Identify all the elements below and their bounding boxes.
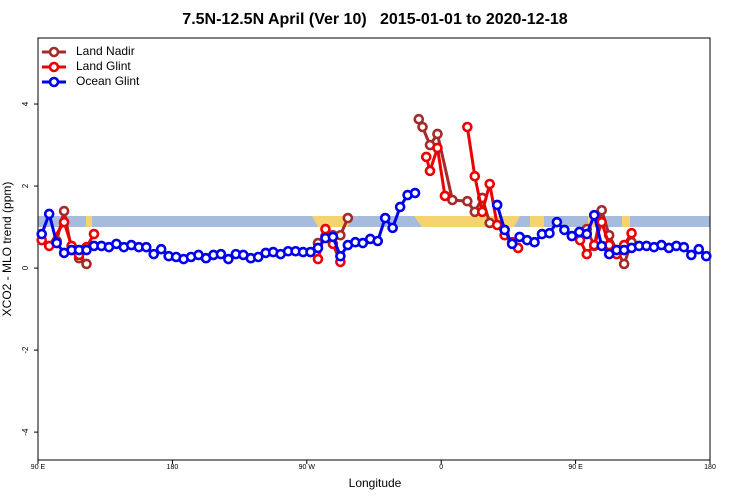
point bbox=[469, 170, 481, 182]
point bbox=[581, 248, 593, 260]
point bbox=[43, 208, 55, 220]
legend-label: Ocean Glint bbox=[76, 74, 140, 88]
y-tick-label: 4 bbox=[21, 101, 30, 106]
point bbox=[155, 243, 167, 255]
point bbox=[342, 212, 354, 224]
point bbox=[491, 219, 503, 231]
point bbox=[51, 237, 62, 249]
point bbox=[447, 194, 458, 206]
point bbox=[372, 235, 384, 247]
x-axis-label: Longitude bbox=[349, 476, 402, 490]
point bbox=[700, 250, 712, 262]
point bbox=[678, 241, 690, 253]
point bbox=[413, 113, 425, 125]
land-segment bbox=[622, 216, 630, 227]
point bbox=[559, 224, 570, 236]
point bbox=[432, 128, 443, 140]
point bbox=[81, 258, 92, 270]
point bbox=[387, 222, 398, 234]
point bbox=[626, 227, 637, 239]
x-tick-label: 180 bbox=[167, 464, 179, 471]
point bbox=[499, 224, 510, 236]
point bbox=[544, 227, 555, 239]
legend-marker bbox=[48, 76, 60, 88]
point bbox=[529, 236, 540, 248]
point bbox=[693, 243, 705, 255]
point bbox=[603, 248, 615, 260]
point bbox=[81, 244, 92, 256]
legend-marker bbox=[48, 61, 60, 73]
point bbox=[335, 250, 346, 262]
point bbox=[432, 142, 443, 154]
y-tick-label: 0 bbox=[21, 265, 30, 270]
point bbox=[140, 241, 152, 253]
point bbox=[596, 240, 608, 252]
land-segment bbox=[312, 216, 352, 227]
point bbox=[596, 216, 608, 228]
point bbox=[581, 228, 593, 240]
point bbox=[439, 190, 451, 202]
point bbox=[88, 228, 100, 240]
point bbox=[357, 237, 369, 249]
point bbox=[320, 223, 331, 235]
point bbox=[58, 205, 70, 217]
point bbox=[618, 258, 630, 270]
legend-marker bbox=[48, 46, 60, 58]
point bbox=[409, 187, 421, 199]
point bbox=[462, 121, 473, 133]
point bbox=[394, 201, 406, 213]
point bbox=[215, 248, 227, 260]
point bbox=[462, 195, 473, 207]
legend-label: Land Nadir bbox=[76, 44, 135, 58]
plot-frame bbox=[37, 37, 711, 461]
point bbox=[312, 242, 324, 254]
point bbox=[476, 206, 488, 218]
point bbox=[312, 253, 324, 265]
land-segment bbox=[86, 216, 92, 227]
point bbox=[223, 253, 234, 265]
point bbox=[305, 246, 316, 258]
x-tick-label: 180 bbox=[704, 464, 716, 471]
point bbox=[379, 212, 391, 224]
y-tick-label: -4 bbox=[21, 428, 30, 436]
point bbox=[596, 204, 608, 216]
y-tick-label: 2 bbox=[21, 183, 30, 188]
point bbox=[551, 216, 563, 228]
land-segment bbox=[588, 216, 600, 227]
x-tick-label: 90 E bbox=[568, 464, 583, 471]
x-tick-label: 90 W bbox=[299, 464, 316, 471]
ocean-band bbox=[38, 216, 710, 227]
point bbox=[566, 230, 578, 242]
point bbox=[491, 199, 503, 211]
point bbox=[588, 209, 600, 221]
point bbox=[417, 121, 428, 133]
point bbox=[424, 165, 436, 177]
legend-label: Land Glint bbox=[76, 59, 131, 73]
point bbox=[686, 249, 697, 261]
point bbox=[36, 228, 48, 240]
point bbox=[327, 231, 339, 243]
point bbox=[252, 251, 264, 263]
point bbox=[148, 248, 160, 260]
chart-title: 7.5N-12.5N April (Ver 10) 2015-01-01 to … bbox=[182, 11, 567, 28]
y-axis-label: XCO2 - MLO trend (ppm) bbox=[0, 182, 14, 317]
point bbox=[506, 238, 518, 250]
point bbox=[484, 178, 496, 190]
land-segment bbox=[530, 216, 544, 227]
x-tick-label: 0 bbox=[439, 464, 443, 471]
x-tick-label: 90 E bbox=[31, 464, 46, 471]
point bbox=[420, 151, 432, 163]
y-tick-label: -2 bbox=[21, 346, 30, 354]
point bbox=[58, 216, 70, 228]
